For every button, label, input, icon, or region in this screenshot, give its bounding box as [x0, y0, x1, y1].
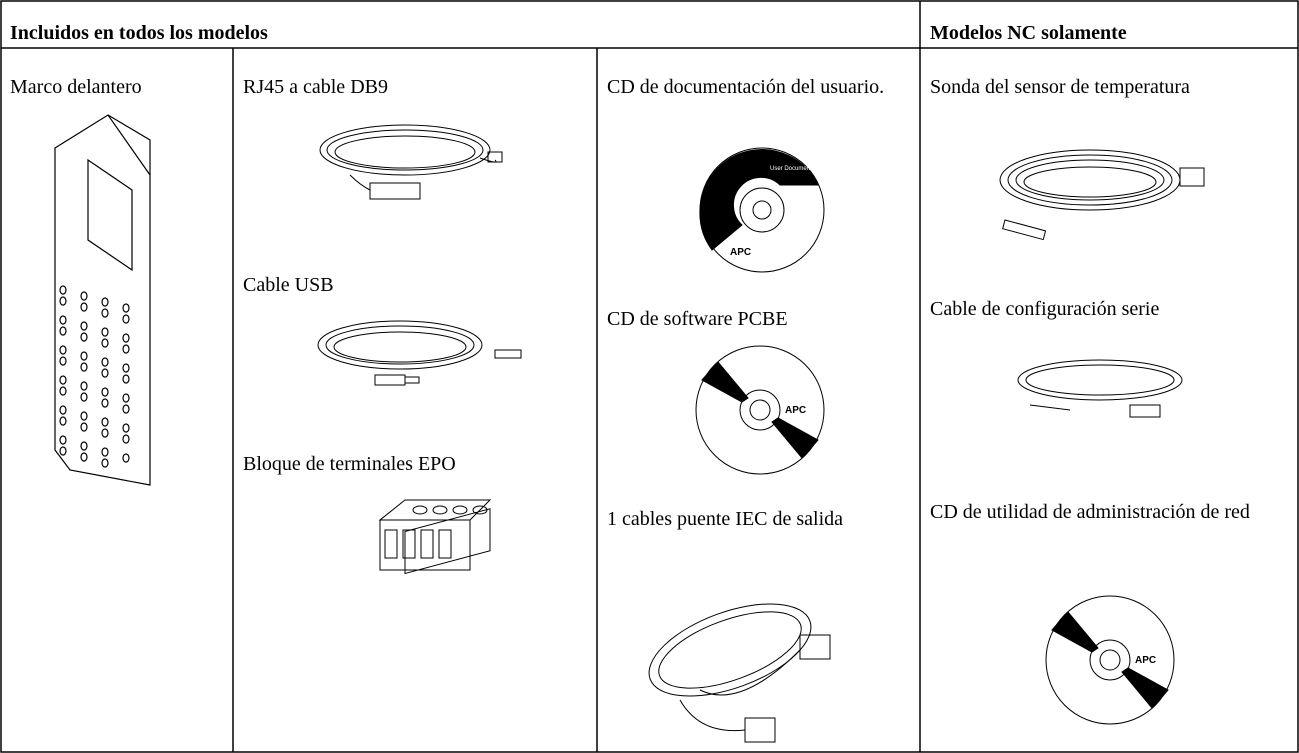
bezel-hole: [80, 362, 88, 372]
bezel-hole: [101, 447, 109, 457]
user-doc-cd-illustration: User Documentation APC: [699, 147, 825, 273]
usb-cable-illustration: [317, 320, 522, 386]
cd-label: User Documentation: [770, 166, 825, 172]
bezel-hole: [80, 392, 88, 402]
item-label: CD de documentación del usuario.: [607, 76, 885, 98]
bezel-hole: [122, 434, 130, 444]
bezel-hole: [122, 404, 130, 414]
bezel-hole: [101, 387, 109, 397]
bezel-hole: [59, 326, 67, 336]
bezel-hole: [80, 302, 88, 312]
bezel-hole: [122, 423, 130, 433]
bezel-hole: [80, 381, 88, 391]
temp-probe-illustration: [999, 149, 1205, 241]
bezel-hole: [101, 327, 109, 337]
bezel-hole: [59, 435, 67, 445]
bezel-hole: [122, 453, 130, 463]
item-label: Marco delantero: [10, 76, 142, 98]
bezel-hole: [122, 393, 130, 403]
item-label: CD de software PCBE: [607, 308, 788, 330]
item-label: Bloque de terminales EPO: [243, 453, 456, 475]
bezel-hole: [80, 441, 88, 451]
item-label: Cable de configuración serie: [930, 298, 1160, 320]
header-cell: Incluidos en todos los modelos: [10, 22, 268, 44]
bezel-hole: [59, 356, 67, 366]
iec-cable-illustration: [648, 603, 831, 743]
bezel-hole: [101, 338, 109, 348]
bezel-hole: [80, 411, 88, 421]
bezel-hole: [80, 452, 88, 462]
bezel-hole: [101, 428, 109, 438]
bezel-hole: [101, 458, 109, 468]
bezel-hole: [59, 446, 67, 456]
bezel-hole: [101, 417, 109, 427]
nmc-cd-illustration: APC: [1045, 595, 1175, 725]
bezel-hole: [80, 291, 88, 301]
header-cell: Modelos NC solamente: [930, 22, 1127, 44]
bezel-hole: [59, 405, 67, 415]
epo-terminal-illustration: [378, 499, 492, 575]
bezel-hole: [80, 351, 88, 361]
serial-cable-illustration: [1017, 359, 1183, 418]
item-label: Sonda del sensor de temperatura: [930, 76, 1190, 98]
bezel-hole: [59, 416, 67, 426]
bezel-illustration: [54, 114, 151, 486]
bezel-hole: [122, 314, 130, 324]
bezel-hole: [80, 422, 88, 432]
bezel-hole: [59, 296, 67, 306]
item-label: 1 cables puente IEC de salida: [607, 508, 844, 530]
bezel-hole: [59, 285, 67, 295]
item-label: RJ45 a cable DB9: [243, 76, 388, 98]
bezel-hole: [80, 321, 88, 331]
bezel-hole: [59, 375, 67, 385]
bezel-hole: [101, 368, 109, 378]
bezel-hole: [59, 386, 67, 396]
pcbe-cd-illustration: APC: [695, 345, 825, 475]
bezel-hole: [122, 363, 130, 373]
bezel-hole: [122, 374, 130, 384]
bezel-hole: [80, 332, 88, 342]
bezel-hole: [122, 344, 130, 354]
bezel-hole: [59, 345, 67, 355]
bezel-hole: [122, 333, 130, 343]
item-label: CD de utilidad de administración de red: [930, 501, 1250, 523]
bezel-hole: [122, 303, 130, 313]
logo: APC: [730, 247, 751, 258]
item-label: Cable USB: [243, 274, 334, 296]
bezel-hole: [101, 297, 109, 307]
bezel-hole: [59, 315, 67, 325]
bezel-hole: [101, 357, 109, 367]
logo: APC: [785, 405, 806, 416]
bezel-hole: [101, 308, 109, 318]
bezel-hole: [101, 398, 109, 408]
rj45-cable-illustration: [319, 124, 503, 200]
logo: APC: [1135, 655, 1156, 666]
